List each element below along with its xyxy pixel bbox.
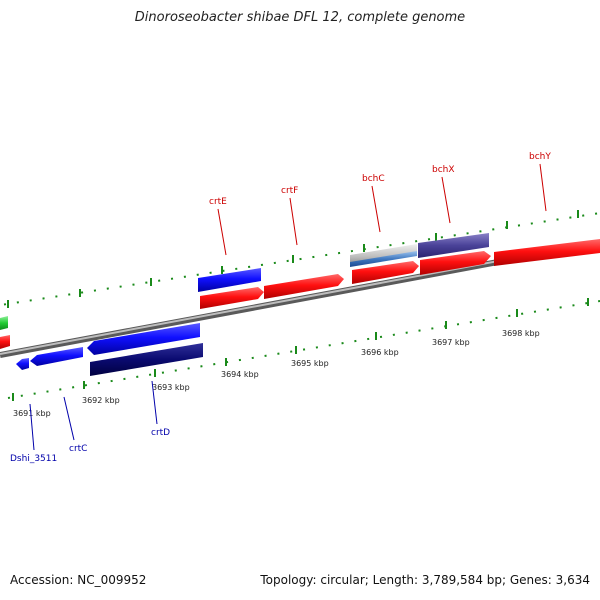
scale-label-3698: 3698 kbp xyxy=(502,329,540,338)
gene-label-bchy: bchY xyxy=(529,152,551,162)
scale-label-3694: 3694 kbp xyxy=(221,370,259,379)
scale-labels: 3691 kbp 3692 kbp 3693 kbp 3694 kbp 3695… xyxy=(13,329,540,418)
scale-label-3693: 3693 kbp xyxy=(152,383,190,392)
gene-arrow-bchc xyxy=(352,261,419,284)
gene-label-bchx: bchX xyxy=(432,165,455,175)
gene-label-crte: crtE xyxy=(209,197,227,207)
genome-stats-label: Topology: circular; Length: 3,789,584 bp… xyxy=(260,573,590,587)
gene-arrow-bchx-red xyxy=(420,251,491,275)
gene-arrow-green xyxy=(0,316,8,330)
scale-label-3691: 3691 kbp xyxy=(13,409,51,418)
reverse-strand-genes xyxy=(16,323,203,376)
gene-arrow-red-left xyxy=(0,335,10,349)
gene-arrow-bchx xyxy=(418,233,489,258)
upper-major-ticks xyxy=(7,210,579,308)
lower-major-ticks xyxy=(12,298,589,401)
gene-arrow-crte xyxy=(198,268,261,292)
gene-label-crtc: crtC xyxy=(69,444,87,454)
forward-gene-labels: crtE crtF bchC bchX bchY xyxy=(209,152,551,207)
gene-label-crtd: crtD xyxy=(151,428,170,438)
gene-arrow-crte-red xyxy=(200,287,264,309)
map-title: Dinoroseobacter shibae DFL 12, complete … xyxy=(134,10,466,25)
gene-arrow-bchy xyxy=(494,239,600,266)
forward-strand-genes xyxy=(198,233,600,309)
gene-arrow-bchc-steel xyxy=(350,251,417,267)
scale-label-3695: 3695 kbp xyxy=(291,359,329,368)
gene-arrow-dark-blue xyxy=(90,343,203,376)
gene-arrow-dshi3511 xyxy=(16,358,29,370)
gene-arrow-crtf xyxy=(264,274,344,299)
gene-label-dshi3511: Dshi_3511 xyxy=(10,454,57,464)
gene-arrow-crtd xyxy=(87,323,200,355)
gene-label-bchc: bchC xyxy=(362,174,385,184)
gene-arrow-crtc xyxy=(30,347,83,366)
lower-tick-track xyxy=(7,300,600,399)
forward-leader-lines xyxy=(217,163,547,256)
gene-label-crtf: crtF xyxy=(281,186,298,196)
scale-label-3697: 3697 kbp xyxy=(432,338,470,347)
scale-label-3696: 3696 kbp xyxy=(361,348,399,357)
reverse-leader-lines xyxy=(29,380,158,451)
other-genes xyxy=(0,316,10,349)
scale-label-3692: 3692 kbp xyxy=(82,396,120,405)
accession-label: Accession: NC_009952 xyxy=(10,573,147,587)
reverse-gene-labels: Dshi_3511 crtC crtD xyxy=(10,428,170,464)
